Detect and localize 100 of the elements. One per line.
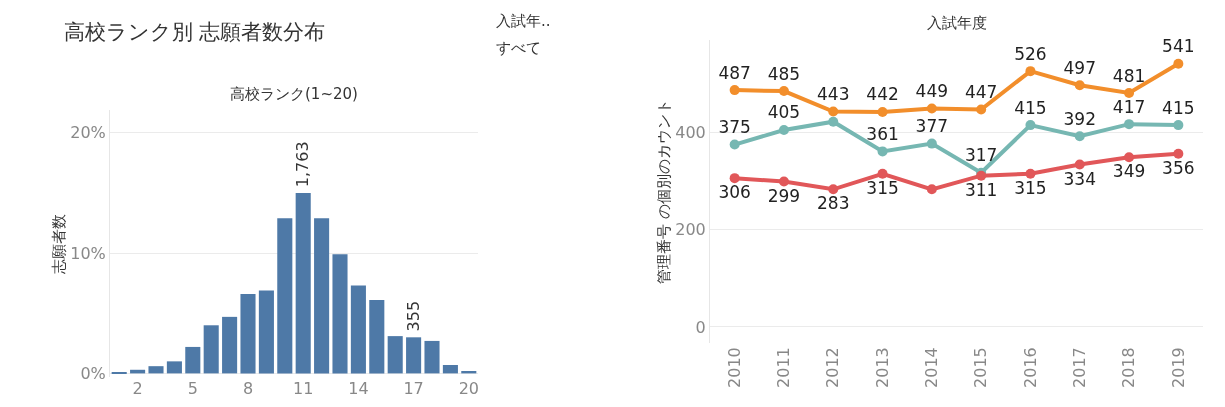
data-label: 481 xyxy=(1112,65,1146,86)
point xyxy=(778,124,789,135)
bar xyxy=(295,192,311,374)
y-tick-label: 10% xyxy=(70,243,106,263)
data-label: 356 xyxy=(1162,157,1195,178)
point xyxy=(1074,80,1085,91)
point xyxy=(1025,168,1036,179)
bar xyxy=(332,254,348,374)
x-tick-label: 2010 xyxy=(724,347,744,388)
bar xyxy=(314,218,330,374)
bar xyxy=(240,294,256,374)
x-axis-title: 高校ランク(1~20) xyxy=(230,85,358,103)
y-tick-label: 20% xyxy=(70,123,106,143)
point xyxy=(828,106,839,117)
point xyxy=(877,146,888,157)
data-label: 449 xyxy=(915,81,949,102)
annotation: 1,763 xyxy=(293,141,313,188)
point xyxy=(1074,131,1085,142)
point xyxy=(1124,88,1135,99)
data-label: 443 xyxy=(817,83,850,104)
x-tick-label: 2011 xyxy=(774,347,794,388)
data-label: 485 xyxy=(767,63,801,84)
data-label: 306 xyxy=(718,182,751,203)
data-label: 541 xyxy=(1162,36,1195,57)
y-tick-label: 400 xyxy=(675,123,706,143)
chart-title: 高校ランク別 志願者数分布 xyxy=(63,20,326,45)
point xyxy=(877,106,888,117)
bar xyxy=(258,290,274,374)
x-tick-label: 2012 xyxy=(823,347,843,388)
point xyxy=(976,104,987,115)
point xyxy=(828,184,839,195)
data-label: 311 xyxy=(964,179,998,200)
x-tick-label: 14 xyxy=(348,379,369,398)
data-label: 315 xyxy=(866,177,899,198)
data-label: 392 xyxy=(1063,108,1096,129)
y-tick-label: 0 xyxy=(695,317,706,337)
x-tick-label: 17 xyxy=(403,379,424,398)
x-tick-label: 2018 xyxy=(1119,347,1139,388)
annotation: 355 xyxy=(403,300,423,332)
data-label: 497 xyxy=(1063,57,1096,78)
bar xyxy=(203,325,219,374)
point xyxy=(729,85,740,96)
y-axis-title: 志願者数 xyxy=(50,213,69,274)
point xyxy=(877,168,888,179)
y-tick-label: 200 xyxy=(675,220,706,240)
data-label: 487 xyxy=(718,62,751,83)
data-label: 526 xyxy=(1014,43,1047,64)
point xyxy=(1173,58,1184,69)
point xyxy=(1124,119,1135,130)
x-tick-label: 2 xyxy=(132,379,143,398)
x-tick-label: 2015 xyxy=(971,347,991,388)
bar xyxy=(369,300,385,374)
data-label: 415 xyxy=(1162,97,1195,118)
data-label: 377 xyxy=(915,116,949,137)
bar xyxy=(424,340,440,374)
x-tick-label: 5 xyxy=(187,379,198,398)
data-label: 361 xyxy=(866,123,899,144)
data-label: 405 xyxy=(767,102,801,123)
text: 入試年.. xyxy=(496,12,552,31)
point xyxy=(1074,159,1085,170)
bar xyxy=(442,364,458,374)
data-label: 415 xyxy=(1014,97,1047,118)
x-tick-label: 2019 xyxy=(1168,347,1188,388)
point xyxy=(926,184,937,195)
point xyxy=(926,138,937,149)
data-label: 334 xyxy=(1063,168,1096,189)
text: すべて xyxy=(496,39,542,58)
point xyxy=(926,103,937,114)
data-label: 417 xyxy=(1112,96,1146,117)
point xyxy=(778,86,789,97)
point xyxy=(1173,148,1184,159)
data-label: 442 xyxy=(866,84,899,105)
data-label: 299 xyxy=(767,185,801,206)
y-axis-title: 管理番号 の個別のカウント xyxy=(655,99,674,284)
data-label: 315 xyxy=(1014,177,1047,198)
x-axis-title: 入試年度 xyxy=(927,14,987,32)
bar xyxy=(350,285,366,374)
point xyxy=(1124,152,1135,163)
bar xyxy=(222,316,238,374)
x-tick-label: 2017 xyxy=(1069,347,1089,388)
data-label: 447 xyxy=(964,82,998,103)
point xyxy=(729,139,740,150)
point xyxy=(828,116,839,127)
x-tick-label: 11 xyxy=(293,379,314,398)
point xyxy=(1025,120,1036,131)
x-tick-label: 20 xyxy=(458,379,479,398)
bar xyxy=(277,218,293,374)
bar xyxy=(387,336,403,374)
data-label: 317 xyxy=(964,145,998,166)
x-tick-label: 2013 xyxy=(872,347,892,388)
data-label: 349 xyxy=(1112,161,1146,182)
x-tick-label: 8 xyxy=(242,379,254,398)
bar xyxy=(185,346,201,374)
data-label: 283 xyxy=(817,193,850,214)
data-label: 375 xyxy=(718,117,751,138)
point xyxy=(1173,120,1184,131)
bar xyxy=(166,361,182,374)
bar xyxy=(148,366,164,374)
point xyxy=(729,173,740,184)
bar xyxy=(406,337,422,374)
